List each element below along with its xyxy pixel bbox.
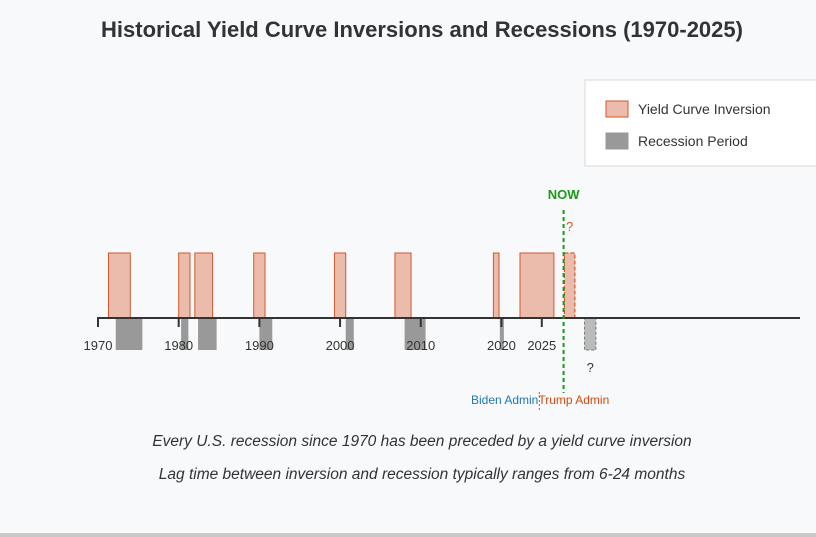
recession-bar-6 xyxy=(499,318,504,350)
inversion-bar-5 xyxy=(394,252,412,319)
legend-label-inversion: Yield Curve Inversion xyxy=(638,101,771,117)
inversion-bar-7 xyxy=(519,252,555,319)
inversion-bar-1 xyxy=(178,252,191,319)
recession-bar-2 xyxy=(198,318,217,350)
now-label: NOW xyxy=(548,187,581,202)
legend-label-recession: Recession Period xyxy=(638,133,748,149)
admin-label-biden: Biden Admin xyxy=(471,393,538,407)
caption-lag-time: Lag time between inversion and recession… xyxy=(159,466,686,483)
projected-inversion-bar xyxy=(563,252,576,319)
x-tick-label-2020: 2020 xyxy=(487,338,516,353)
caption-recession-rule: Every U.S. recession since 1970 has been… xyxy=(152,433,691,450)
inversion-bar-4 xyxy=(333,252,347,319)
chart-title: Historical Yield Curve Inversions and Re… xyxy=(101,17,743,42)
x-tick-label-2000: 2000 xyxy=(326,338,355,353)
projected-recession-question: ? xyxy=(587,360,594,375)
legend-box xyxy=(584,79,816,167)
recession-bar-1 xyxy=(181,318,189,350)
legend: Yield Curve Inversion Recession Period xyxy=(584,79,816,167)
bottom-border xyxy=(0,533,816,537)
x-tick-label-1990: 1990 xyxy=(245,338,274,353)
recession-bar-0 xyxy=(115,318,143,350)
x-tick-label-2025: 2025 xyxy=(527,338,556,353)
inversion-bar-2 xyxy=(194,252,214,319)
projected-inversion-question: ? xyxy=(566,219,573,234)
legend-swatch-recession xyxy=(605,132,629,150)
chart-marks: ?? 1970 1980 1990 2000 2010 2020 2025 NOW Biden A… xyxy=(84,187,800,412)
legend-swatch-inversion xyxy=(605,100,629,118)
x-tick-label-2010: 2010 xyxy=(406,338,435,353)
recession-bar-3 xyxy=(259,318,273,350)
recession-bar-4 xyxy=(345,318,354,350)
inversion-bar-3 xyxy=(253,252,266,319)
x-tick-label-1980: 1980 xyxy=(164,338,193,353)
projected-recession-bar xyxy=(584,317,597,351)
x-tick-label-1970: 1970 xyxy=(84,338,113,353)
inversion-bar-6 xyxy=(492,252,500,319)
inversion-bar-0 xyxy=(107,252,131,319)
admin-label-trump: Trump Admin xyxy=(538,393,609,407)
